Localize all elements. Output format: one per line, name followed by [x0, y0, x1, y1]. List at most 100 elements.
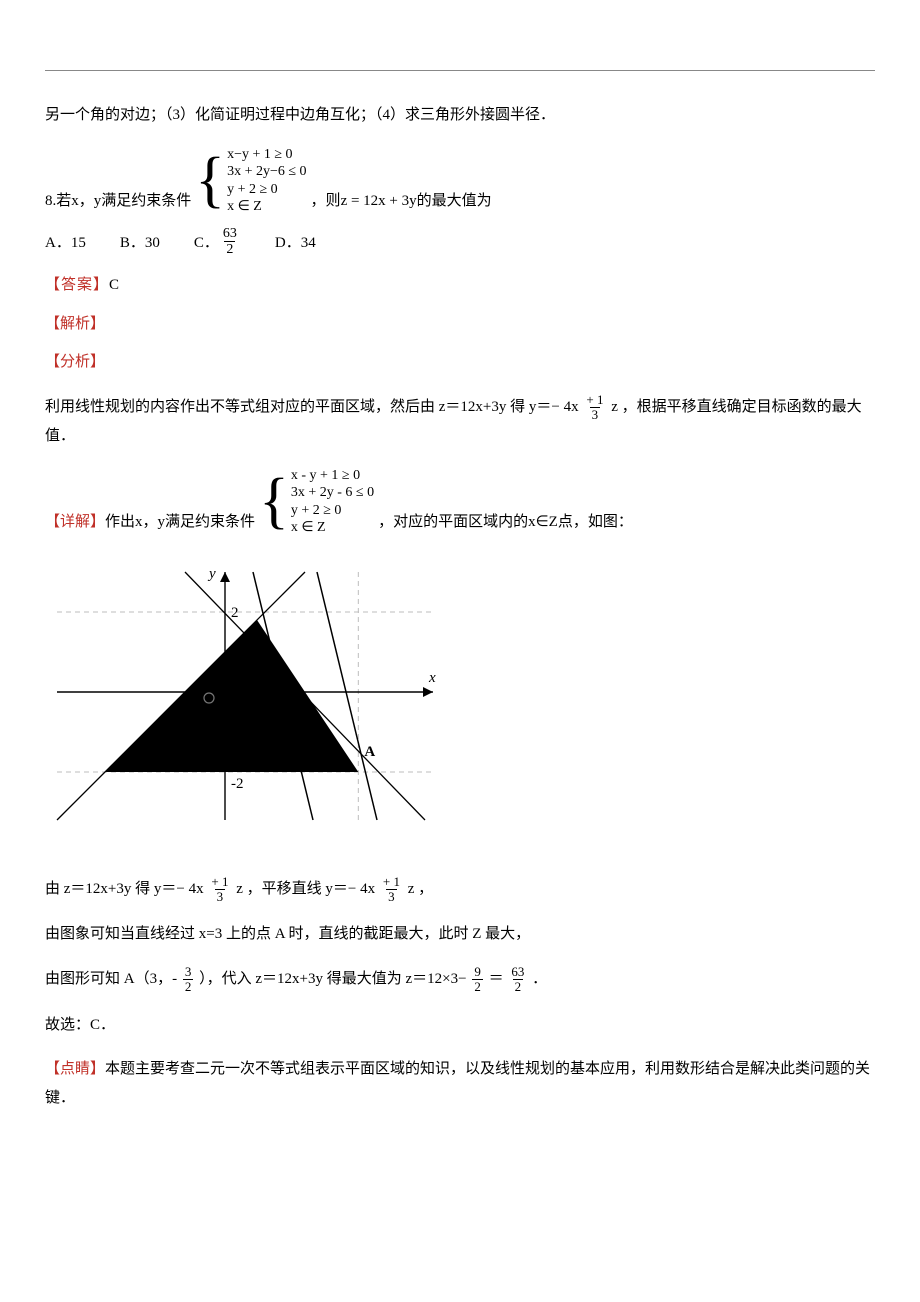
problem-prefix: 8.若 [45, 187, 71, 216]
n: 1 [393, 874, 400, 889]
fraction: + 1 3 [209, 875, 230, 905]
eq: y＝− 4x [529, 399, 579, 415]
fraction: 3 2 [183, 965, 194, 995]
frac-num: + 1 [584, 393, 605, 407]
frac-num: + 1 [381, 875, 402, 889]
constraint-row: y + 2 ≥ 0 [291, 502, 374, 520]
option-value: 34 [301, 229, 316, 258]
frac-num: 3 [183, 965, 194, 979]
n: 1 [597, 392, 604, 407]
fraction: 63 2 [509, 965, 526, 995]
jiexi-tag: 【解析】 [45, 310, 875, 339]
problem-vars: x，y [71, 187, 101, 216]
dianjing-para: 【点睛】本题主要考查二元一次不等式组表示平面区域的知识，以及线性规划的基本应用，… [45, 1055, 875, 1112]
detail-line-1: 【详解】 作出 x，y 满足约束条件 { x - y + 1 ≥ 0 3x + … [45, 467, 875, 537]
frac-den: 2 [183, 979, 194, 994]
problem-tail: 的最大值为 [417, 187, 492, 216]
constraint-row: x−y + 1 ≥ 0 [227, 146, 306, 164]
plus: + [586, 392, 593, 407]
option-value: 30 [145, 229, 160, 258]
text: ，平移直线 [247, 881, 326, 897]
eq: y＝− 4x [325, 881, 375, 897]
analysis-para: 利用线性规划的内容作出不等式组对应的平面区域，然后由 z＝12x+3y 得 y＝… [45, 393, 875, 451]
fraction: + 1 3 [584, 393, 605, 423]
option-c-fraction: 63 2 [221, 226, 239, 258]
text: 得 [135, 881, 154, 897]
svg-text:2: 2 [231, 605, 239, 621]
frac-num: 9 [472, 965, 483, 979]
text: 由 [45, 881, 64, 897]
eq: y＝− 4x [154, 881, 204, 897]
eq: z＝12x+3y [255, 971, 323, 987]
eq-tail: z [611, 399, 618, 415]
dianjing-tag: 【点睛】 [45, 1061, 105, 1077]
fraction: 9 2 [472, 965, 483, 995]
text: x∈Z [528, 508, 558, 537]
fenxi-tag: 【分析】 [45, 348, 875, 377]
constraint-row: x ∈ Z [291, 519, 374, 537]
svg-text:y: y [207, 566, 216, 582]
option-value: 15 [71, 229, 86, 258]
svg-text:x: x [428, 670, 436, 686]
eq: ＝ [489, 971, 504, 987]
plus: + [383, 874, 390, 889]
constraint-row: 3x + 2y−6 ≤ 0 [227, 163, 306, 181]
constraint-system-2: { x - y + 1 ≥ 0 3x + 2y - 6 ≤ 0 y + 2 ≥ … [259, 467, 374, 537]
frac-num: 63 [221, 226, 239, 241]
frac-den: 3 [386, 889, 397, 904]
detail-line-5: 故选：C． [45, 1011, 875, 1040]
svg-text:-2: -2 [231, 776, 244, 792]
figure: x y 2 -2 A [45, 547, 875, 857]
text: 利用线性规划的内容作出不等式组对应的平面区域，然后由 [45, 399, 439, 415]
frac-den: 2 [513, 979, 524, 994]
fraction: + 1 3 [381, 875, 402, 905]
text: ． [532, 971, 547, 987]
options-row: A． 15 B． 30 C． 63 2 D． 34 [45, 226, 875, 258]
problem-expr: z = 12x + 3y [341, 187, 417, 216]
detail-line-3: 由图象可知当直线经过 x=3 上的点 A 时，直线的截距最大，此时 Z 最大， [45, 920, 875, 949]
top-rule [45, 70, 875, 71]
plus: + [211, 874, 218, 889]
n: 1 [222, 874, 229, 889]
detail-line-4: 由图形可知 A（3，- 3 2 ），代入 z＝12x+3y 得最大值为 z＝12… [45, 965, 875, 995]
text: 由图形可知 A（3，- [45, 971, 177, 987]
eq: z＝12x+3y [439, 399, 507, 415]
eq-tail: z [408, 881, 415, 897]
constraint-row: x - y + 1 ≥ 0 [291, 467, 374, 485]
text: 点，如图： [558, 508, 633, 537]
feasible-region-chart: x y 2 -2 A [45, 547, 475, 857]
text: ），代入 [199, 971, 255, 987]
carryover-line: 另一个角的对边；（3）化简证明过程中边角互化；（4）求三角形外接圆半径． [45, 101, 875, 130]
text: 满足约束条件 [165, 508, 255, 537]
text: 作出 [105, 508, 135, 537]
text: 得最大值为 [327, 971, 406, 987]
frac-den: 2 [472, 979, 483, 994]
frac-den: 3 [590, 407, 601, 422]
constraint-row: 3x + 2y - 6 ≤ 0 [291, 484, 374, 502]
text: ， [418, 881, 433, 897]
option-label: D． [275, 229, 301, 258]
frac-den: 2 [224, 241, 235, 257]
option-d: D． 34 [275, 229, 316, 258]
left-brace-icon: { [195, 153, 225, 209]
option-label: A． [45, 229, 71, 258]
svg-text:A: A [364, 744, 375, 760]
detail-line-2: 由 z＝12x+3y 得 y＝− 4x + 1 3 z ，平移直线 y＝− 4x… [45, 875, 875, 905]
eq-tail: z [236, 881, 243, 897]
option-a: A． 15 [45, 229, 86, 258]
eq: z＝12×3− [406, 971, 467, 987]
frac-num: 63 [509, 965, 526, 979]
problem-statement: 8.若 x，y 满足约束条件 { x−y + 1 ≥ 0 3x + 2y−6 ≤… [45, 146, 875, 216]
option-label: C． [194, 229, 219, 258]
text: ，对应的平面区域内的 [378, 508, 528, 537]
option-b: B． 30 [120, 229, 160, 258]
answer-value: C [109, 277, 120, 293]
constraint-system: { x−y + 1 ≥ 0 3x + 2y−6 ≤ 0 y + 2 ≥ 0 x … [195, 146, 306, 216]
frac-den: 3 [215, 889, 226, 904]
constraint-row: x ∈ Z [227, 198, 306, 216]
option-label: B． [120, 229, 145, 258]
answer-line: 【答案】C [45, 271, 875, 300]
dianjing-text: 本题主要考查二元一次不等式组表示平面区域的知识，以及线性规划的基本应用，利用数形… [45, 1061, 870, 1106]
detail-tag: 【详解】 [45, 508, 105, 537]
frac-num: + 1 [209, 875, 230, 889]
